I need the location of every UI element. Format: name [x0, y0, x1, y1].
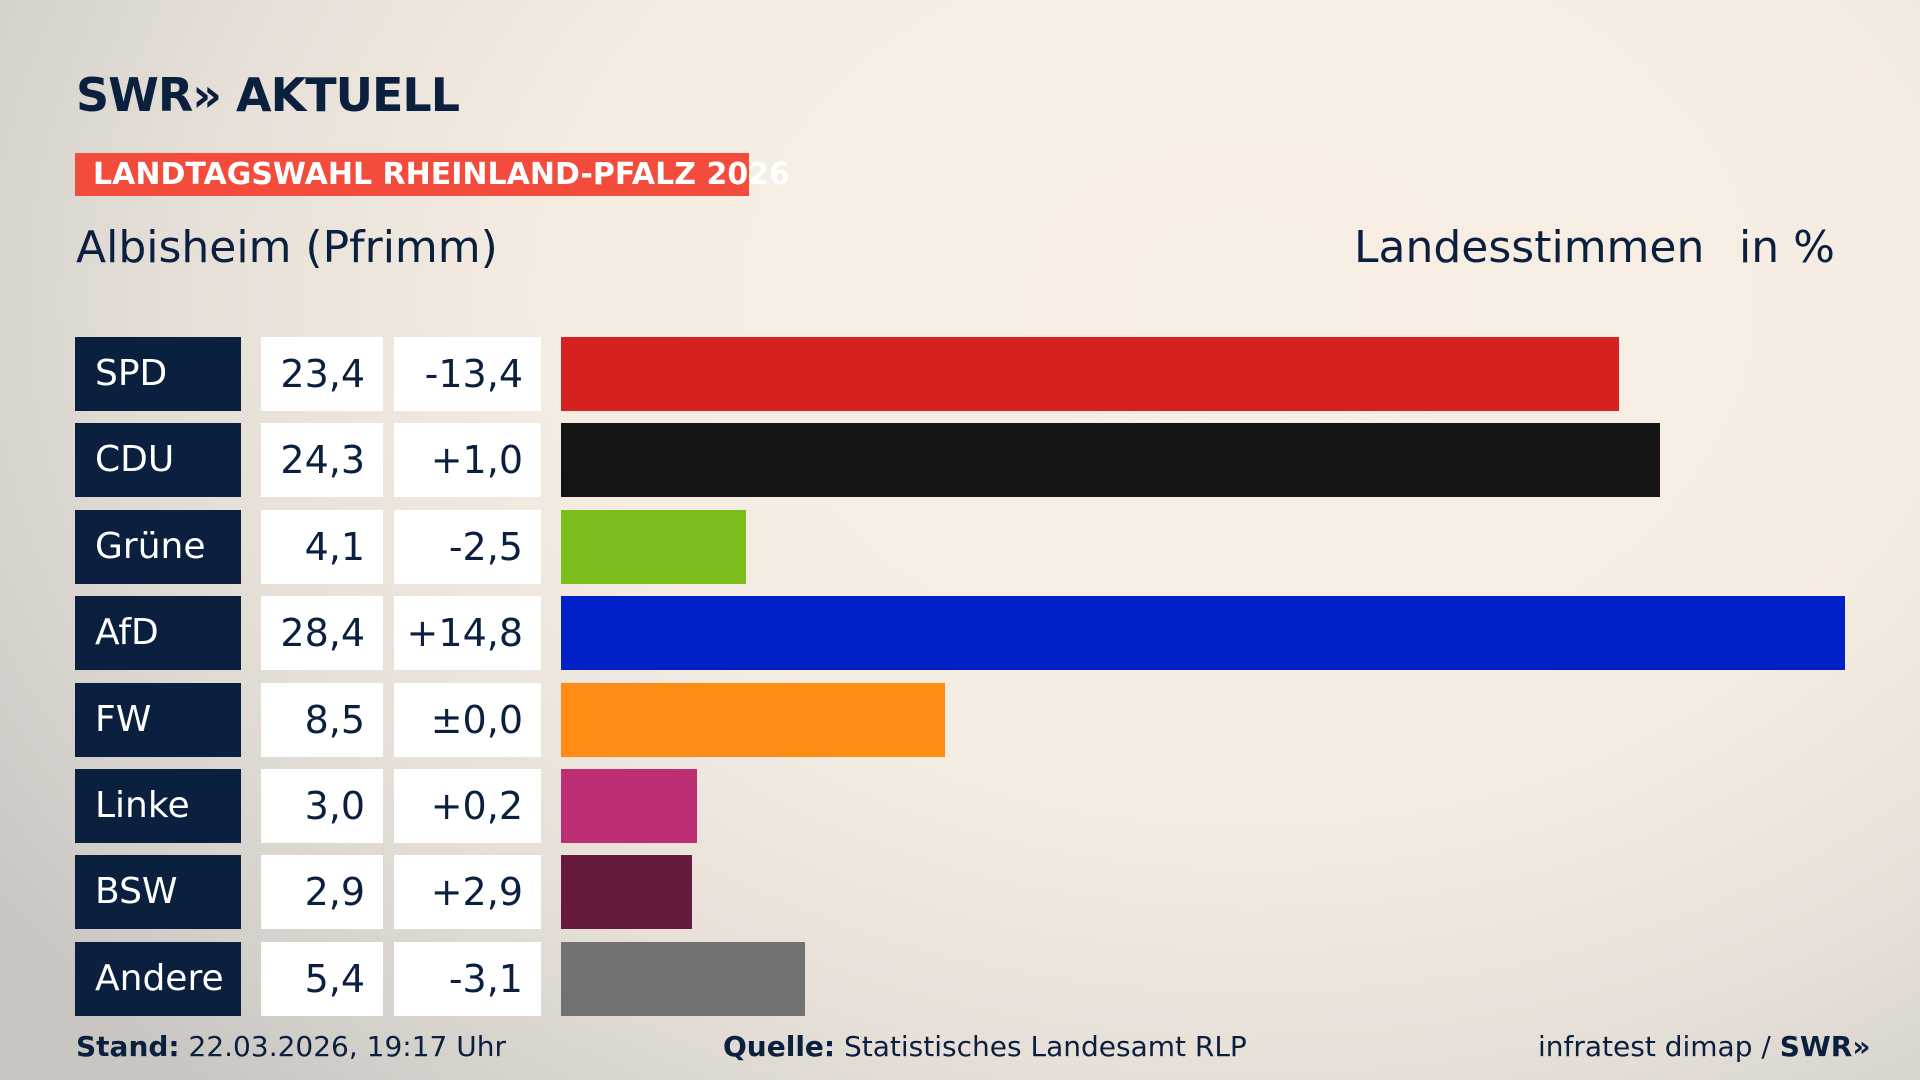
party-name: Grüne: [75, 509, 241, 584]
party-value: 2,9: [261, 855, 383, 930]
election-banner: LANDTAGSWAHL RHEINLAND-PFALZ 2026: [75, 153, 790, 196]
party-name: Linke: [75, 769, 241, 843]
party-value: 8,5: [261, 682, 383, 757]
location-title: Albisheim (Pfrimm): [76, 222, 498, 273]
unit-label: in %: [1739, 222, 1835, 273]
party-bar: [561, 509, 747, 584]
party-diff: +14,8: [394, 596, 541, 671]
swr-aktuell-logo: SWR» AKTUELL: [76, 68, 460, 122]
party-diff: -13,4: [394, 337, 541, 411]
party-name: CDU: [75, 423, 241, 498]
party-diff: +2,9: [394, 855, 541, 930]
party-value: 3,0: [261, 769, 383, 843]
party-bar: [561, 941, 806, 1016]
party-value: 24,3: [261, 423, 383, 498]
party-diff: +0,2: [394, 769, 541, 843]
source-value: Statistisches Landesamt RLP: [844, 1030, 1247, 1063]
party-diff: ±0,0: [394, 682, 541, 757]
source: Quelle: Statistisches Landesamt RLP: [723, 1028, 1247, 1066]
party-bar: [561, 423, 1660, 498]
timestamp: Stand: 22.03.2026, 19:17 Uhr: [76, 1028, 506, 1066]
party-name: FW: [75, 682, 241, 757]
party-name: Andere: [75, 941, 241, 1016]
party-name: AfD: [75, 596, 241, 671]
stand-label: Stand:: [76, 1030, 180, 1063]
credit-text: infratest dimap /: [1538, 1030, 1780, 1063]
party-diff: -3,1: [394, 941, 541, 1016]
party-value: 5,4: [261, 941, 383, 1016]
party-bar: [561, 855, 693, 930]
party-diff: +1,0: [394, 423, 541, 498]
party-name: SPD: [75, 337, 241, 411]
vote-type-label: Landesstimmen: [1354, 222, 1705, 273]
party-name: BSW: [75, 855, 241, 930]
party-diff: -2,5: [394, 509, 541, 584]
party-value: 28,4: [261, 596, 383, 671]
party-bar: [561, 769, 697, 843]
party-bar: [561, 596, 1845, 671]
party-bar: [561, 682, 946, 757]
party-bar: [561, 337, 1619, 411]
credit: infratest dimap / SWR»: [1538, 1028, 1870, 1066]
stand-value: 22.03.2026, 19:17 Uhr: [188, 1030, 506, 1063]
party-value: 23,4: [261, 337, 383, 411]
swr-logo: SWR»: [1779, 1030, 1871, 1063]
source-label: Quelle:: [723, 1030, 836, 1063]
party-value: 4,1: [261, 509, 383, 584]
